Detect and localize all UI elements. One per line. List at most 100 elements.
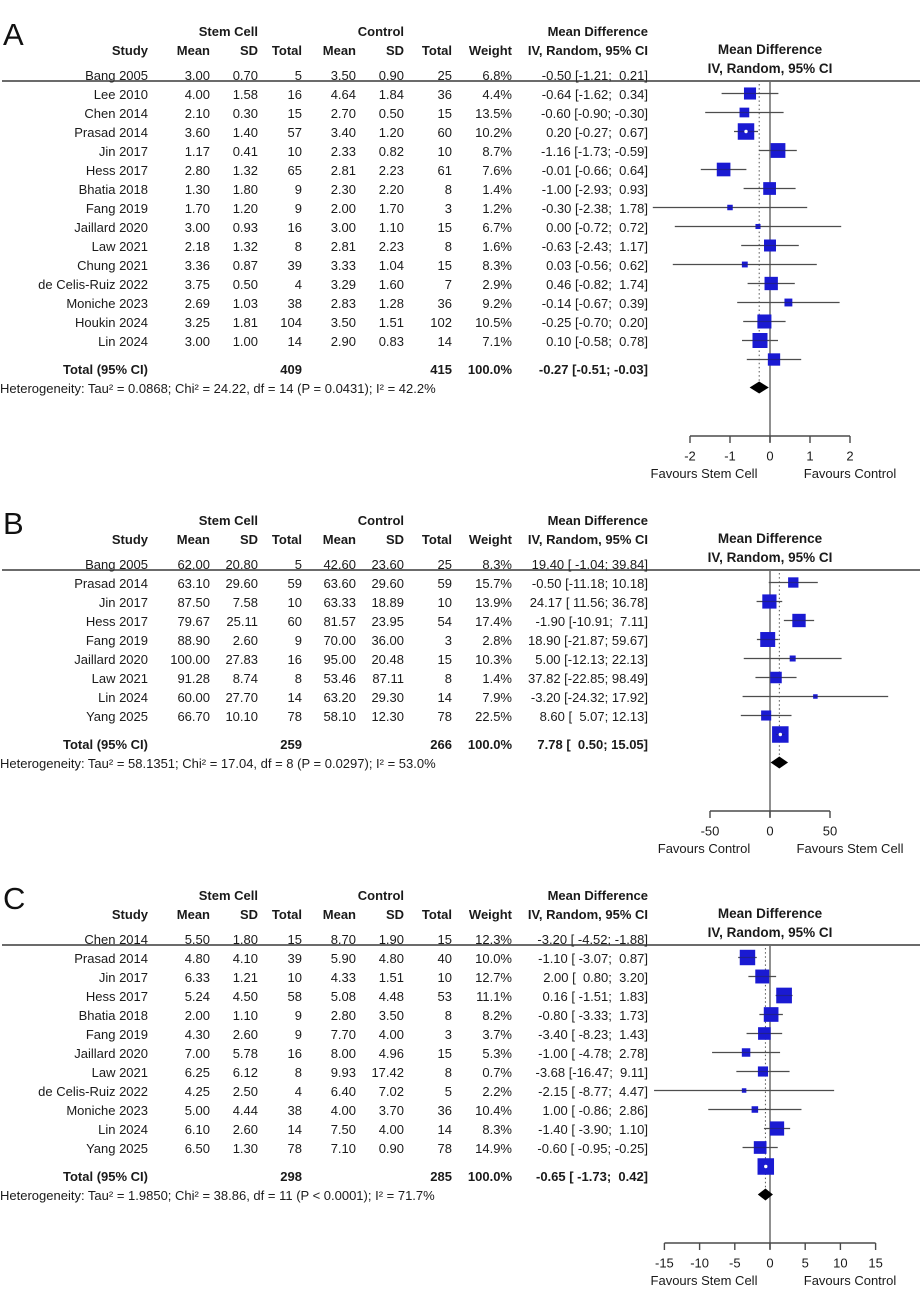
effect-square	[757, 1158, 775, 1175]
mean-ctl: 2.33	[330, 144, 356, 159]
study-name: Prasad 2014	[74, 576, 148, 591]
mean-ctl: 3.40	[330, 125, 356, 140]
study-name: Hess 2017	[85, 163, 148, 178]
sd-exp: 25.11	[226, 614, 258, 629]
favours-left-label: Favours Stem Cell	[651, 1273, 758, 1288]
plot-effect-header-1: Mean Difference	[718, 906, 823, 921]
mean-exp: 79.67	[177, 614, 210, 629]
square-center-dot	[764, 1164, 768, 1169]
weight-value: 14.9%	[475, 1141, 512, 1156]
group-header-control: Control	[357, 888, 404, 903]
n-exp: 78	[287, 1141, 302, 1156]
weight-value: 8.7%	[482, 144, 512, 159]
effect-square	[758, 1027, 771, 1040]
sd-ctl: 29.30	[371, 690, 404, 705]
mean-ctl: 3.00	[330, 220, 356, 235]
n-exp: 10	[287, 144, 302, 159]
mean-exp: 5.00	[184, 1103, 210, 1118]
study-name: Lee 2010	[93, 87, 148, 102]
effect-square	[770, 671, 782, 684]
pooled-diamond	[757, 1188, 773, 1201]
col-ci: IV, Random, 95% CI	[527, 532, 648, 547]
weight-value: 11.1%	[476, 989, 512, 1004]
study-row: Bang 2005 3.00 0.70 5 3.50 0.90 25 6.8% -0.50 [-…	[0, 66, 648, 85]
sd-exp: 4.10	[232, 951, 258, 966]
weight-value: 7.6%	[482, 163, 512, 178]
mean-ctl: 5.08	[330, 989, 356, 1004]
study-row: Bhatia 2018 1.30 1.80 9 2.30 2.20 8 1.4% -1.00 […	[0, 180, 648, 199]
effect-header: Mean Difference	[547, 513, 648, 528]
study-name: Bhatia 2018	[78, 1008, 148, 1023]
mean-exp: 3.36	[184, 258, 210, 273]
sd-ctl: 18.89	[371, 595, 404, 610]
mean-ctl: 4.64	[330, 87, 356, 102]
study-name: Law 2021	[91, 671, 148, 686]
col-mean-ctl: Mean	[322, 43, 356, 58]
weight-value: 6.7%	[482, 220, 512, 235]
sd-ctl: 4.48	[378, 989, 404, 1004]
group-header-stem-cell: Stem Cell	[198, 888, 258, 903]
ci-text: 0.46 [-0.82; 1.74]	[542, 277, 648, 292]
total-n-ctl: 266	[430, 737, 452, 752]
weight-value: 5.3%	[482, 1046, 512, 1061]
spacer-row	[0, 726, 648, 735]
mean-exp: 4.80	[184, 951, 210, 966]
axis-tick-label: 2	[846, 449, 853, 464]
col-sd-exp: SD	[239, 907, 258, 922]
sd-ctl: 4.00	[378, 1122, 404, 1137]
weight-value: 10.3%	[475, 652, 512, 667]
axis-tick-label: 10	[833, 1256, 847, 1271]
study-row: Hess 2017 2.80 1.32 65 2.81 2.23 61 7.6% -0.01 […	[0, 161, 648, 180]
weight-value: 8.3%	[482, 1122, 512, 1137]
sd-ctl: 20.48	[371, 652, 404, 667]
ci-text: 18.90 [-21.87; 59.67]	[528, 633, 648, 648]
study-row: Jin 2017 87.50 7.58 10 63.33 18.89 10 13.9% 24.1…	[0, 593, 648, 612]
effect-square	[764, 239, 776, 252]
mean-exp: 7.00	[184, 1046, 210, 1061]
axis-tick-label: -10	[690, 1256, 709, 1271]
sd-ctl: 7.02	[378, 1084, 404, 1099]
total-label: Total (95% CI)	[63, 362, 148, 377]
forest-panel-c: C Stem Cell Control Mean Difference Stud…	[0, 882, 922, 1294]
sd-exp: 1.30	[232, 1141, 258, 1156]
group-header-control: Control	[357, 24, 404, 39]
mean-ctl: 7.10	[330, 1141, 356, 1156]
study-row: Chung 2021 3.36 0.87 39 3.33 1.04 15 8.3% 0.03 …	[0, 256, 648, 275]
group-header-stem-cell: Stem Cell	[198, 24, 258, 39]
study-row: Hess 2017 5.24 4.50 58 5.08 4.48 53 11.1% 0.16 …	[0, 987, 648, 1006]
mean-ctl: 2.81	[330, 163, 356, 178]
study-row: Hess 2017 79.67 25.11 60 81.57 23.95 54 17.4% -1…	[0, 612, 648, 631]
ci-text: -0.60 [-0.90; -0.30]	[541, 106, 648, 121]
mean-exp: 3.75	[184, 277, 210, 292]
mean-exp: 4.00	[184, 87, 210, 102]
study-row: Chen 2014 2.10 0.30 15 2.70 0.50 15 13.5% -0.60 …	[0, 104, 648, 123]
n-exp: 65	[287, 163, 302, 178]
blank	[356, 735, 404, 754]
mean-exp: 3.00	[184, 220, 210, 235]
n-ctl: 36	[437, 87, 452, 102]
plot-effect-header-1: Mean Difference	[718, 42, 823, 57]
study-name: Fang 2019	[85, 201, 148, 216]
blank	[356, 360, 404, 379]
mean-exp: 2.00	[184, 1008, 210, 1023]
study-row: Fang 2019 4.30 2.60 9 7.70 4.00 3 3.7% -3.40 [ -…	[0, 1025, 648, 1044]
ci-text: 8.60 [ 5.07; 12.13]	[535, 709, 648, 724]
sd-exp: 0.41	[232, 144, 258, 159]
mean-ctl: 7.50	[330, 1122, 356, 1137]
n-ctl: 40	[437, 951, 452, 966]
ci-text: -3.20 [-24.32; 17.92]	[530, 690, 648, 705]
col-mean-exp: Mean	[176, 907, 210, 922]
mean-ctl: 58.10	[323, 709, 356, 724]
ci-text: -1.90 [-10.91; 7.11]	[535, 614, 649, 629]
mean-exp: 66.70	[177, 709, 210, 724]
weight-value: 12.3%	[475, 932, 512, 947]
col-weight: Weight	[468, 907, 512, 922]
total-n-exp: 409	[280, 362, 302, 377]
study-row: Prasad 2014 4.80 4.10 39 5.90 4.80 40 10.0% -1.1…	[0, 949, 648, 968]
weight-value: 2.2%	[482, 1084, 512, 1099]
ci-text: -1.40 [ -3.90; 1.10]	[538, 1122, 648, 1137]
n-ctl: 25	[437, 557, 452, 572]
n-ctl: 78	[437, 709, 452, 724]
mean-exp: 1.30	[184, 182, 210, 197]
sd-exp: 29.60	[225, 576, 258, 591]
